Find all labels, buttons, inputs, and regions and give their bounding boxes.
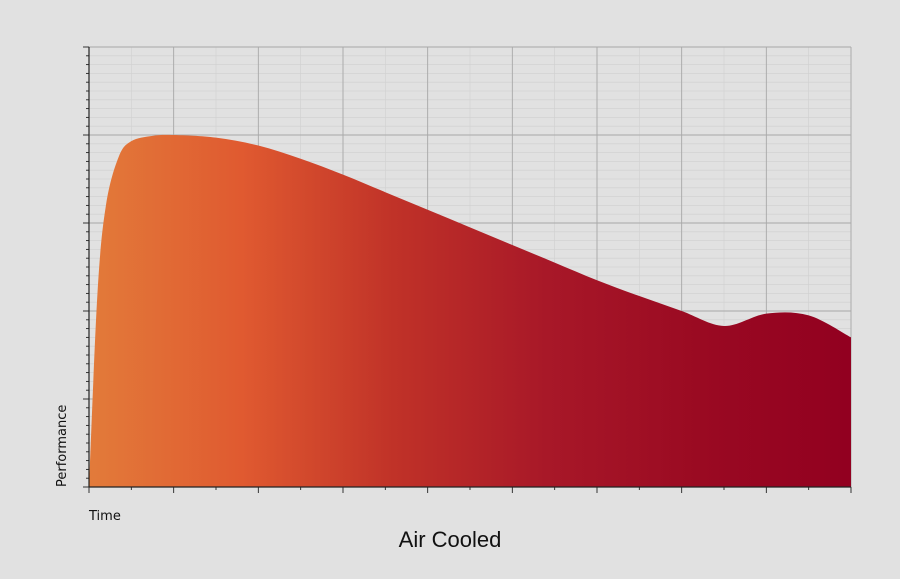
chart-title: Air Cooled	[399, 527, 502, 552]
y-axis-label: Performance	[55, 405, 70, 487]
axes	[83, 46, 852, 493]
performance-area	[89, 134, 851, 487]
x-axis-label: Time	[88, 509, 121, 524]
